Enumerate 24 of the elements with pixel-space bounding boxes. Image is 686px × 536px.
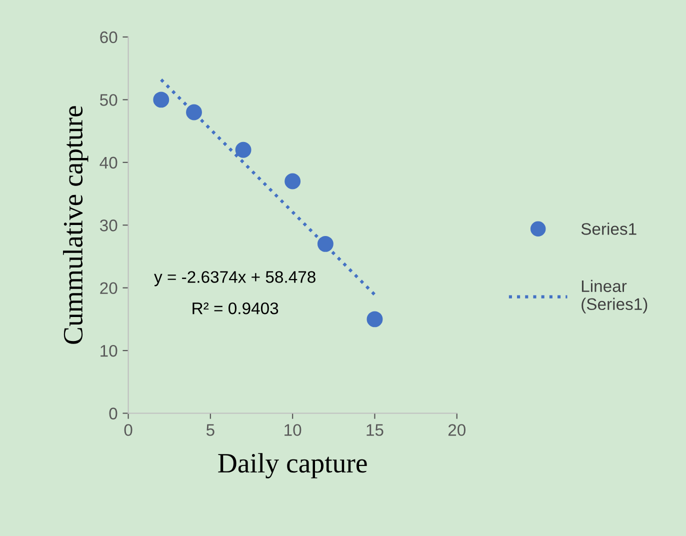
x-tick-label: 0 bbox=[124, 424, 132, 436]
point bbox=[366, 311, 383, 328]
legend-label: Linear (Series1) bbox=[582, 280, 648, 314]
annotation: y = -2.6374x + 58.478 bbox=[154, 271, 316, 286]
legend-label: Series1 bbox=[581, 222, 636, 235]
annotation: R² = 0.9403 bbox=[192, 302, 278, 314]
point bbox=[153, 92, 170, 108]
y-tick-label: 10 bbox=[100, 344, 118, 357]
y-tick-label: 60 bbox=[100, 31, 118, 44]
y-tick-label: 20 bbox=[100, 282, 118, 294]
x-tick-label: 20 bbox=[448, 424, 466, 436]
x-tick-label: 10 bbox=[284, 424, 302, 436]
point bbox=[284, 173, 301, 190]
y-tick-label: 0 bbox=[109, 408, 118, 420]
x-tick-label: 15 bbox=[366, 424, 384, 436]
y-tick-label: 40 bbox=[100, 156, 118, 169]
y-axis-title: Cummulative capture bbox=[63, 106, 88, 344]
y-tick-label: 30 bbox=[100, 220, 118, 232]
x-axis-title: Daily capture bbox=[218, 453, 367, 478]
point bbox=[186, 104, 202, 120]
point bbox=[317, 236, 334, 252]
x-tick-label: 5 bbox=[206, 424, 214, 436]
point bbox=[235, 142, 252, 158]
y-tick-label: 50 bbox=[100, 94, 118, 106]
